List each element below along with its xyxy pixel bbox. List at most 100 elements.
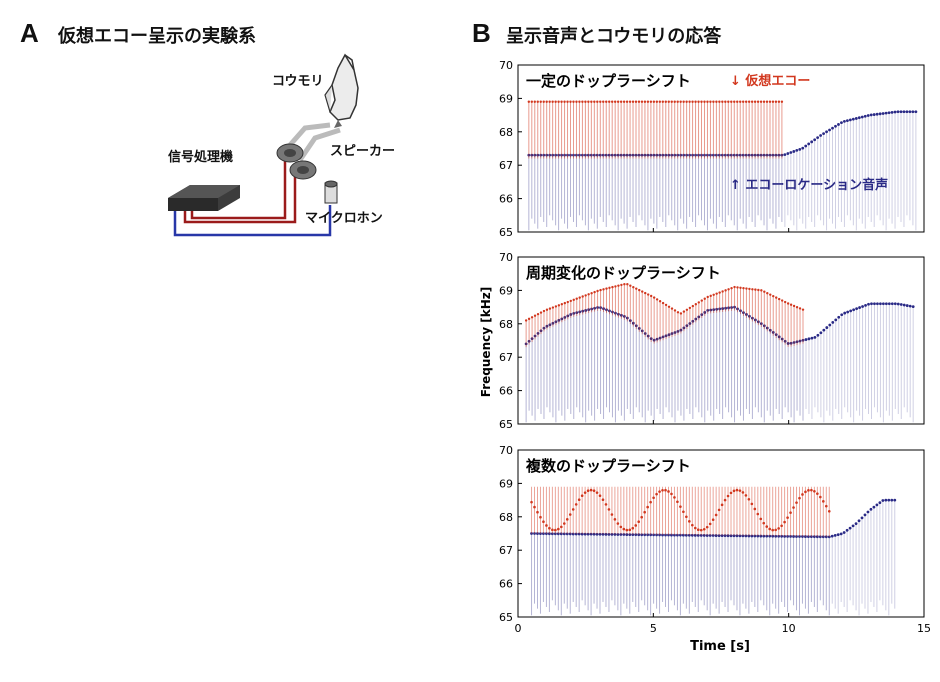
- call-point: [879, 302, 882, 306]
- echo-point: [566, 300, 570, 304]
- call-point: [884, 498, 888, 502]
- echo-point: [700, 100, 703, 103]
- call-point: [795, 149, 799, 152]
- echo-point: [709, 294, 712, 298]
- spectrogram-panel-3: 65 66 67 68 69 70 複数のドップラーシフト 0 5 10 15: [499, 444, 931, 635]
- echo-point: [712, 100, 715, 103]
- echo-point: [729, 491, 733, 495]
- y-tick-label: 68: [499, 318, 513, 331]
- echo-point: [747, 498, 751, 501]
- echo-point: [565, 518, 569, 521]
- call-point: [684, 533, 688, 537]
- microphone-label: マイクロホン: [305, 211, 383, 226]
- echo-point: [646, 100, 650, 103]
- bat-icon: [324, 53, 359, 128]
- plot-frame: [517, 64, 925, 233]
- call-point: [896, 302, 900, 306]
- echo-point: [643, 510, 646, 514]
- call-point: [824, 535, 828, 539]
- echo-point: [685, 308, 689, 311]
- call-point: [708, 534, 712, 537]
- y-tick-label: 65: [499, 226, 513, 239]
- echo-point: [649, 500, 652, 504]
- call-point: [873, 302, 876, 306]
- panel-a-letter: A: [20, 18, 39, 48]
- echo-point: [703, 297, 706, 300]
- call-point: [792, 150, 796, 153]
- call-point: [595, 532, 599, 536]
- echo-point: [777, 100, 781, 103]
- echo-point: [709, 100, 712, 103]
- echo-point: [574, 503, 578, 506]
- echo-point: [807, 489, 810, 492]
- echo-point: [542, 520, 545, 524]
- speaker-icon: [276, 143, 317, 180]
- call-point: [640, 533, 644, 537]
- call-point: [887, 498, 891, 502]
- echo-point: [768, 527, 772, 531]
- echo-point: [720, 503, 724, 507]
- call-point: [869, 507, 873, 511]
- echo-point: [590, 100, 593, 103]
- echo-point: [619, 525, 623, 529]
- call-point: [810, 140, 814, 144]
- call-point: [798, 535, 801, 538]
- x-tick-label: 0: [515, 622, 522, 635]
- echo-point: [605, 100, 608, 103]
- call-point: [815, 535, 819, 539]
- signal-processor-icon: [168, 185, 240, 211]
- call-point: [711, 534, 715, 537]
- echo-point: [649, 100, 653, 103]
- echo-point: [622, 527, 626, 531]
- call-point: [899, 110, 903, 114]
- call-point: [714, 534, 718, 537]
- echo-point: [756, 100, 760, 103]
- call-point: [693, 533, 697, 537]
- echo-point: [757, 288, 760, 292]
- echo-point: [587, 100, 590, 103]
- panel-b-letter: B: [472, 18, 491, 48]
- call-point: [872, 505, 876, 509]
- call-point: [637, 533, 641, 537]
- call-point: [893, 302, 897, 306]
- echo-point: [733, 100, 736, 103]
- y-tick-label: 69: [499, 284, 513, 297]
- call-point: [834, 318, 838, 322]
- call-point: [825, 130, 828, 134]
- echo-point: [771, 528, 774, 532]
- echo-annotation: ↓ 仮想エコー: [730, 73, 810, 89]
- call-point: [887, 302, 891, 306]
- call-point: [735, 534, 739, 538]
- echo-point: [631, 526, 635, 530]
- call-point: [834, 124, 837, 128]
- call-point: [816, 333, 820, 337]
- echo-point: [580, 494, 584, 498]
- echo-point: [596, 289, 599, 293]
- call-point: [827, 535, 831, 539]
- call-point: [908, 110, 912, 114]
- call-point: [807, 337, 811, 341]
- echo-point: [652, 100, 656, 103]
- echo-point: [536, 510, 539, 514]
- y-tick-label: 69: [499, 92, 513, 105]
- echo-point: [628, 528, 632, 532]
- echo-point: [554, 100, 557, 103]
- echo-point: [608, 100, 611, 103]
- echo-point: [548, 526, 551, 530]
- echo-point: [586, 489, 590, 493]
- call-point: [819, 331, 823, 335]
- echo-point: [575, 100, 578, 103]
- echo-point: [587, 293, 590, 296]
- echo-point: [667, 305, 671, 308]
- echo-point: [625, 528, 629, 532]
- call-point: [812, 535, 816, 539]
- bat-label: コウモリ: [272, 74, 324, 89]
- echo-point: [685, 515, 688, 519]
- call-point: [795, 535, 798, 538]
- echo-point: [769, 293, 772, 296]
- y-tick-label: 66: [499, 578, 513, 591]
- call-point: [681, 533, 685, 537]
- call-point: [744, 534, 748, 538]
- call-point: [881, 112, 885, 115]
- echo-point: [750, 502, 754, 506]
